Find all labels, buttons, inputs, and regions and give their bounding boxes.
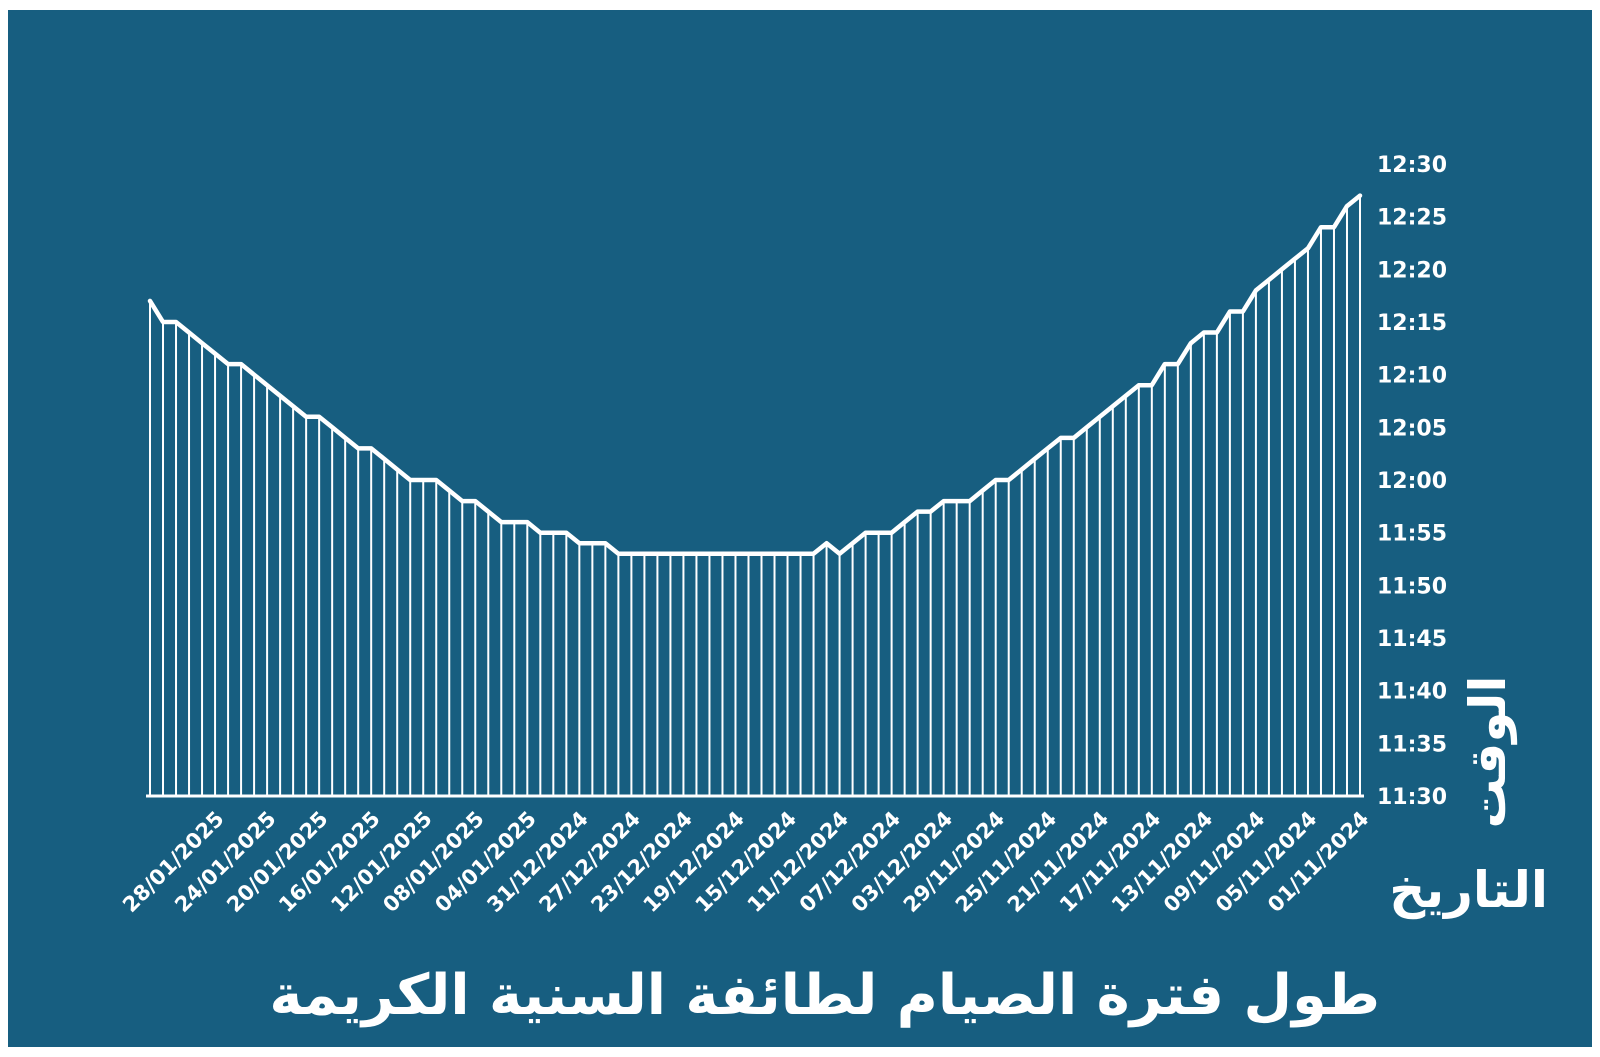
chart-panel xyxy=(8,10,1592,1047)
series-line xyxy=(147,193,1363,556)
y-tick-label: 12:05 xyxy=(1377,416,1447,441)
y-tick-label: 11:55 xyxy=(1377,522,1447,547)
y-tick-label: 11:50 xyxy=(1377,574,1447,599)
y-tick-label: 11:45 xyxy=(1377,627,1447,652)
y-tick-label: 12:25 xyxy=(1377,206,1447,231)
y-tick-label: 12:15 xyxy=(1377,311,1447,336)
y-tick-label: 12:00 xyxy=(1377,469,1447,494)
y-tick-label: 12:10 xyxy=(1377,364,1447,389)
y-tick-label: 12:30 xyxy=(1377,153,1447,178)
y-axis-label: الوقت xyxy=(1459,675,1517,829)
y-tick-label: 11:30 xyxy=(1377,785,1447,810)
y-tick-label: 11:35 xyxy=(1377,732,1447,757)
y-tick-label: 12:20 xyxy=(1377,258,1447,283)
y-tick-label: 11:40 xyxy=(1377,680,1447,705)
x-axis-label: التاريخ xyxy=(1389,861,1548,919)
chart-title: طول فترة الصيام لطائفة السنية الكريمة xyxy=(269,963,1380,1028)
